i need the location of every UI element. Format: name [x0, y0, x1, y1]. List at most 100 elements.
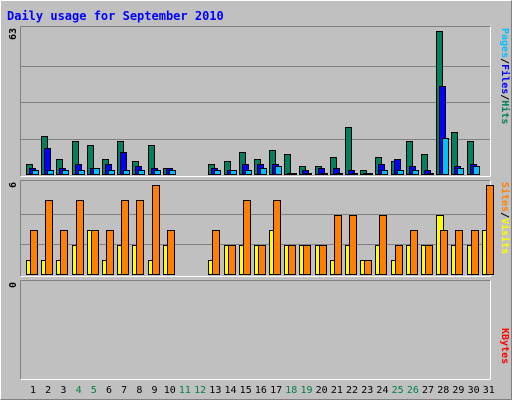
panel-kbytes-ymax-label: 0 [8, 282, 19, 288]
day-label-11: 11 [179, 385, 191, 396]
day-label-4: 4 [76, 385, 82, 396]
bar-sites-day-2 [45, 200, 53, 275]
day-label-12: 12 [194, 385, 206, 396]
panel-hits-ymax-label: 63 [8, 28, 19, 40]
panel-hits-legend: Pages/Files/Hits [499, 28, 511, 124]
bar-sites-day-19 [303, 245, 311, 275]
bar-sites-day-25 [395, 245, 403, 275]
bar-pages-day-6 [108, 170, 115, 175]
bar-pages-day-20 [321, 173, 328, 175]
bar-sites-day-3 [60, 230, 68, 275]
bar-pages-day-24 [381, 170, 388, 175]
bar-pages-day-21 [336, 173, 343, 175]
day-label-29: 29 [452, 385, 464, 396]
legend-pages: Pages [499, 28, 510, 58]
bar-sites-day-21 [334, 215, 342, 275]
bar-sites-day-7 [121, 200, 129, 275]
legend-visits: Visits [499, 218, 511, 254]
day-label-21: 21 [331, 385, 343, 396]
bar-hits-day-22 [345, 127, 352, 175]
panel-visits-legend: Sites/Visits [499, 182, 511, 254]
bar-sites-day-13 [212, 230, 220, 275]
day-label-13: 13 [209, 385, 221, 396]
day-label-23: 23 [361, 385, 373, 396]
day-label-28: 28 [437, 385, 449, 396]
bar-sites-day-30 [471, 230, 479, 275]
bar-hits-day-18 [284, 154, 291, 175]
bar-sites-day-20 [319, 245, 327, 275]
day-label-14: 14 [224, 385, 236, 396]
bar-pages-day-25 [397, 170, 404, 175]
bar-pages-day-1 [32, 170, 39, 175]
bar-pages-day-14 [230, 170, 237, 175]
day-label-27: 27 [422, 385, 434, 396]
day-label-16: 16 [255, 385, 267, 396]
panel-kbytes-plot-area [20, 280, 491, 380]
bar-sites-day-15 [243, 200, 251, 275]
bar-pages-day-15 [245, 170, 252, 175]
legend-sites: Sites [499, 182, 511, 212]
bar-pages-day-8 [138, 170, 145, 175]
day-label-15: 15 [240, 385, 252, 396]
bar-pages-day-2 [47, 170, 54, 175]
bar-sites-day-9 [152, 185, 160, 275]
day-label-24: 24 [376, 385, 388, 396]
bar-pages-day-18 [290, 173, 297, 175]
bar-sites-day-6 [106, 230, 114, 275]
panel-visits: 6 Sites/Visits [8, 180, 511, 277]
bar-sites-day-1 [30, 230, 38, 275]
bar-pages-day-9 [154, 170, 161, 175]
bar-sites-day-14 [228, 245, 236, 275]
bar-pages-day-30 [473, 166, 480, 175]
bar-pages-day-16 [260, 168, 267, 175]
bar-pages-day-28 [442, 138, 449, 175]
day-label-22: 22 [346, 385, 358, 396]
legend-kbytes: KBytes [499, 328, 510, 364]
bar-pages-day-10 [169, 170, 176, 175]
day-label-7: 7 [121, 385, 127, 396]
day-label-3: 3 [60, 385, 66, 396]
day-label-25: 25 [392, 385, 404, 396]
bar-pages-day-29 [457, 168, 464, 175]
legend-separator: / [499, 94, 510, 100]
day-label-17: 17 [270, 385, 282, 396]
bar-sites-day-28 [440, 230, 448, 275]
day-label-8: 8 [136, 385, 142, 396]
day-label-18: 18 [285, 385, 297, 396]
panel-kbytes-legend: KBytes [499, 328, 510, 364]
bar-sites-day-27 [425, 245, 433, 275]
day-label-1: 1 [30, 385, 36, 396]
bar-sites-day-4 [76, 200, 84, 275]
legend-separator: / [499, 58, 510, 64]
bar-pages-day-4 [78, 170, 85, 175]
panel-hits: 63 Pages/Files/Hits [8, 26, 511, 177]
day-label-9: 9 [152, 385, 158, 396]
day-label-2: 2 [45, 385, 51, 396]
legend-separator: / [499, 212, 510, 218]
bar-pages-day-3 [62, 170, 69, 175]
day-label-30: 30 [468, 385, 480, 396]
panel-kbytes: 0 KBytes [8, 280, 510, 380]
panel-visits-ymax-label: 6 [8, 182, 19, 188]
bar-sites-day-23 [364, 260, 372, 275]
day-label-19: 19 [300, 385, 312, 396]
bar-sites-day-18 [288, 245, 296, 275]
bar-sites-day-22 [349, 215, 357, 275]
bar-sites-day-16 [258, 245, 266, 275]
bar-sites-day-5 [91, 230, 99, 275]
bar-pages-day-19 [305, 173, 312, 175]
legend-hits: Hits [499, 100, 511, 124]
day-label-26: 26 [407, 385, 419, 396]
bar-pages-day-13 [214, 170, 221, 175]
bar-sites-day-24 [379, 215, 387, 275]
legend-files: Files [499, 64, 511, 94]
day-label-5: 5 [91, 385, 97, 396]
day-labels: 1 2 3 4 5 6 7 8 9 10 11 12 13 14 15 16 17 18 19 20 21 22 23 24 2… [30, 385, 495, 396]
bar-sites-day-29 [455, 230, 463, 275]
bar-pages-day-5 [93, 168, 100, 175]
day-label-10: 10 [164, 385, 176, 396]
bar-pages-day-27 [427, 173, 434, 175]
